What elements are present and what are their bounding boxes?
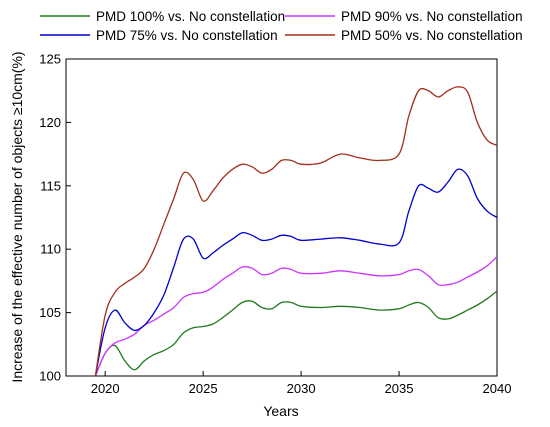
x-axis-title: Years (263, 403, 298, 419)
y-tick-label: 115 (40, 178, 61, 193)
legend: PMD 100% vs. No constellation PMD 90% vs… (40, 9, 523, 43)
y-tick-label: 100 (39, 369, 61, 384)
x-tick-label: 2025 (189, 381, 218, 396)
x-tick-label: 2020 (91, 381, 120, 396)
x-tick-label: 2040 (483, 381, 512, 396)
series-line-pmd-75 (94, 168, 498, 377)
series-line-pmd-100 (94, 290, 498, 377)
y-tick-label: 125 (39, 52, 61, 67)
y-tick-label: 105 (39, 305, 61, 320)
legend-label-pmd-100: PMD 100% vs. No constellation (96, 9, 285, 24)
y-axis-title: Increase of the effective number of obje… (9, 51, 25, 382)
x-tick-label: 2035 (385, 381, 414, 396)
x-tick-label: 2030 (287, 381, 316, 396)
series-line-pmd-90 (94, 256, 498, 377)
y-axis-ticks: 100 105 110 115 120 125 (39, 52, 71, 384)
x-axis-ticks: 2020 2025 2030 2035 2040 (91, 371, 512, 396)
series-group (94, 86, 498, 377)
legend-label-pmd-90: PMD 90% vs. No constellation (341, 9, 523, 24)
legend-label-pmd-75: PMD 75% vs. No constellation (96, 28, 278, 43)
series-line-pmd-50 (94, 86, 498, 377)
legend-label-pmd-50: PMD 50% vs. No constellation (341, 28, 523, 43)
y-tick-label: 120 (39, 115, 61, 130)
y-tick-label: 110 (40, 242, 61, 257)
